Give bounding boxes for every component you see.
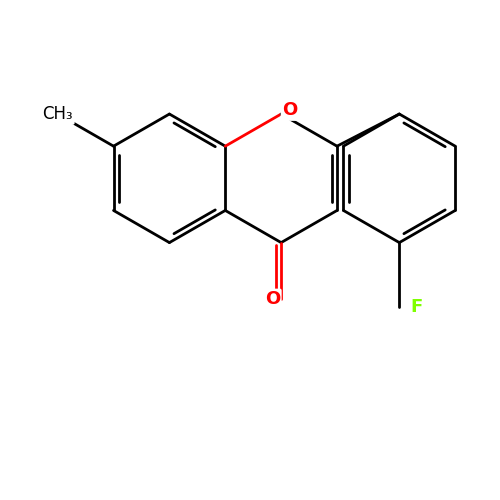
Text: CH₃: CH₃ bbox=[42, 105, 73, 123]
Text: O: O bbox=[264, 290, 280, 308]
Text: O: O bbox=[282, 101, 298, 119]
Text: F: F bbox=[410, 298, 422, 316]
